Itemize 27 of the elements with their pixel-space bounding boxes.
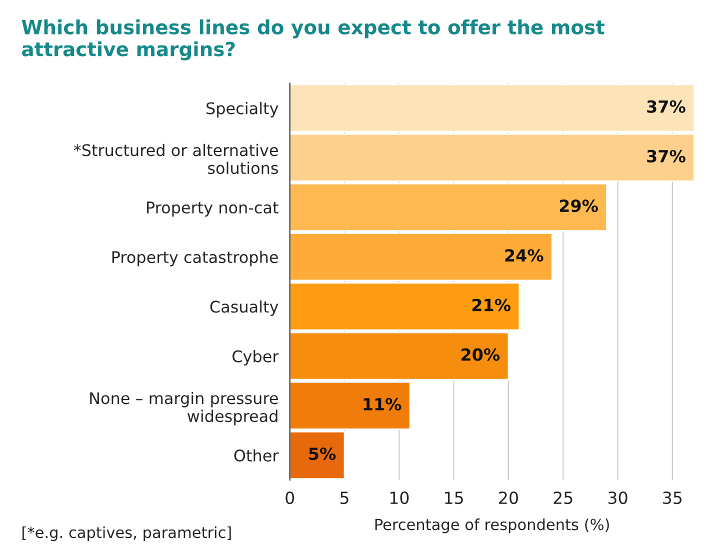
y-tick-label: *Structured or alternative solutions	[74, 144, 278, 174]
y-tick-label: Specialty	[206, 102, 278, 118]
data-label: 11%	[364, 398, 402, 411]
data-label: 37%	[647, 100, 686, 113]
data-label: 24%	[505, 249, 544, 262]
x-tick-label: 0	[286, 491, 294, 504]
y-tick-label: Property catastrophe	[112, 250, 278, 266]
chart-title: Which business lines do you expect to offer the most attractive margins?	[22, 19, 604, 60]
data-label: 37%	[647, 150, 686, 162]
x-tick-label: 15	[445, 492, 463, 504]
x-tick-label: 35	[663, 491, 682, 504]
y-tick-label: Other	[234, 449, 279, 462]
x-axis-title: Percentage of respondents (%)	[375, 518, 609, 534]
data-label: 21%	[472, 298, 511, 312]
data-label: 5%	[309, 448, 336, 460]
x-tick-label: 5	[340, 492, 348, 504]
x-tick-label: 30	[608, 491, 628, 504]
data-label: 20%	[462, 348, 500, 361]
data-label: 29%	[560, 199, 598, 212]
y-tick-label: Property non-cat	[147, 202, 278, 217]
y-tick-label: None – margin pressure widespread	[90, 392, 278, 426]
text: [*e.g. captives, parametric]	[22, 526, 231, 542]
x-tick-label: 25	[554, 491, 572, 504]
x-tick-label: 20	[499, 491, 518, 504]
y-tick-label: Cyber	[232, 350, 279, 366]
x-tick-label: 10	[390, 491, 409, 504]
y-tick-label: Casualty	[210, 300, 278, 316]
